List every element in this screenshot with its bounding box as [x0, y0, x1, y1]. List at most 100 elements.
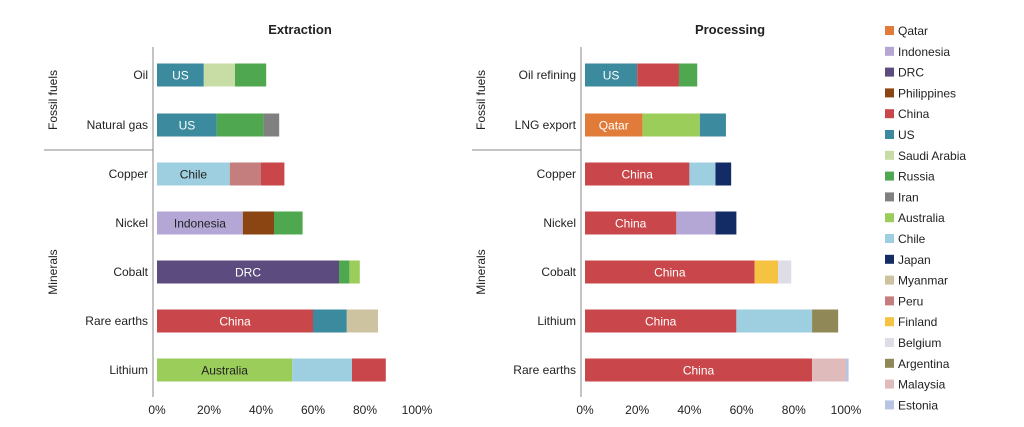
processing-bar-data-label: China — [654, 266, 686, 280]
processing-bar-segment — [585, 63, 638, 87]
processing-x-tick-label: 20% — [625, 403, 649, 417]
processing-bar-segment — [585, 309, 737, 333]
processing-bar-segment — [812, 309, 839, 333]
legend-swatch — [885, 67, 894, 77]
legend-swatch — [885, 296, 894, 306]
processing-x-tick-label: 40% — [677, 403, 701, 417]
legend-swatch — [885, 109, 894, 119]
processing-bar-segment — [642, 113, 700, 137]
legend-label: Philippines — [898, 86, 956, 100]
legend-swatch — [885, 88, 894, 98]
legend-label: Peru — [898, 294, 923, 308]
processing-bar-segment — [736, 309, 813, 333]
processing-category-label: LNG export — [515, 118, 577, 132]
processing-bar-segment — [689, 162, 716, 186]
extraction-bar-data-label: US — [179, 119, 196, 133]
extraction-category-label: Nickel — [115, 216, 148, 230]
extraction-bar-data-label: Indonesia — [174, 217, 226, 231]
processing-category-label: Cobalt — [541, 265, 576, 279]
legend-swatch — [885, 379, 894, 389]
legend-label: Australia — [898, 211, 945, 225]
extraction-group-label: Fossil fuels — [46, 70, 60, 130]
processing-x-tick-label: 80% — [782, 403, 806, 417]
extraction-bar-segment — [157, 260, 339, 284]
processing-bar-segment — [699, 113, 726, 137]
legend-label: Indonesia — [898, 45, 950, 59]
legend-label: Finland — [898, 315, 937, 329]
processing-x-tick-label: 100% — [831, 403, 862, 417]
processing-category-label: Oil refining — [519, 68, 576, 82]
processing-category-label: Lithium — [537, 314, 576, 328]
processing-bar-segment — [754, 260, 779, 284]
processing-bar-segment — [676, 211, 716, 235]
extraction-bar-segment — [235, 63, 267, 87]
legend-label: Belgium — [898, 336, 941, 350]
extraction-x-tick-label: 100% — [402, 403, 433, 417]
legend-label: DRC — [898, 66, 924, 80]
legend-swatch — [885, 254, 894, 264]
processing-bar-segment — [637, 63, 679, 87]
processing-bar-segment — [585, 113, 643, 137]
extraction-bar-segment — [157, 211, 243, 235]
processing-bar-segment — [585, 211, 677, 235]
processing-bar-data-label: China — [683, 364, 715, 378]
processing-x-tick-label: 60% — [730, 403, 754, 417]
processing-bar-segment — [715, 211, 737, 235]
processing-bar-segment — [812, 358, 846, 382]
legend-swatch — [885, 192, 894, 202]
processing-bar-segment — [585, 358, 813, 382]
legend-swatch — [885, 338, 894, 347]
legend-swatch — [885, 317, 894, 327]
processing-category-label: Nickel — [543, 216, 576, 230]
extraction-group-label: Minerals — [46, 249, 60, 294]
processing-group-label: Fossil fuels — [474, 70, 488, 130]
processing-bar-segment — [778, 260, 792, 284]
processing-bar-data-label: China — [645, 315, 677, 329]
processing-category-label: Copper — [537, 167, 576, 181]
extraction-bar-segment — [216, 113, 264, 137]
legend-label: Estonia — [898, 398, 938, 412]
extraction-bar-segment — [157, 162, 230, 186]
legend-label: Malaysia — [898, 378, 946, 392]
extraction-bar-segment — [339, 260, 350, 284]
legend-swatch — [885, 171, 894, 181]
processing-group-label: Minerals — [474, 249, 488, 294]
extraction-category-label: Lithium — [109, 363, 148, 377]
extraction-category-label: Rare earths — [85, 314, 148, 328]
legend-swatch — [885, 46, 894, 56]
extraction-bar-segment — [313, 309, 347, 333]
extraction-bar-segment — [349, 260, 360, 284]
processing-x-tick-label: 0% — [576, 403, 594, 417]
legend-label: Iran — [898, 190, 919, 204]
processing-title: Processing — [695, 22, 765, 37]
extraction-bar-segment — [157, 358, 293, 382]
processing-bar-segment — [846, 358, 849, 382]
extraction-title: Extraction — [268, 22, 332, 37]
legend-label: Japan — [898, 253, 931, 267]
legend-swatch — [885, 150, 894, 160]
processing-category-label: Rare earths — [513, 363, 576, 377]
extraction-x-tick-label: 0% — [148, 403, 166, 417]
legend-swatch — [885, 358, 894, 368]
processing-bar-data-label: China — [622, 168, 654, 182]
processing-bar-data-label: China — [615, 217, 647, 231]
extraction-category-label: Cobalt — [113, 265, 148, 279]
legend-label: Qatar — [898, 24, 928, 38]
legend-label: Myanmar — [898, 274, 948, 288]
legend-swatch — [885, 234, 894, 243]
extraction-bar-segment — [274, 211, 303, 235]
extraction-x-tick-label: 80% — [353, 403, 377, 417]
extraction-bar-data-label: China — [219, 315, 251, 329]
legend-label: Chile — [898, 232, 926, 246]
processing-bar-segment — [585, 260, 755, 284]
extraction-bar-segment — [157, 113, 217, 137]
extraction-bar-segment — [263, 113, 280, 137]
legend-swatch — [885, 130, 894, 139]
extraction-category-label: Natural gas — [87, 118, 148, 132]
processing-bar-data-label: Qatar — [599, 119, 629, 133]
extraction-bar-segment — [229, 162, 261, 186]
processing-bar-segment — [715, 162, 732, 186]
legend-label: China — [898, 107, 930, 121]
extraction-bar-data-label: Chile — [180, 168, 208, 182]
